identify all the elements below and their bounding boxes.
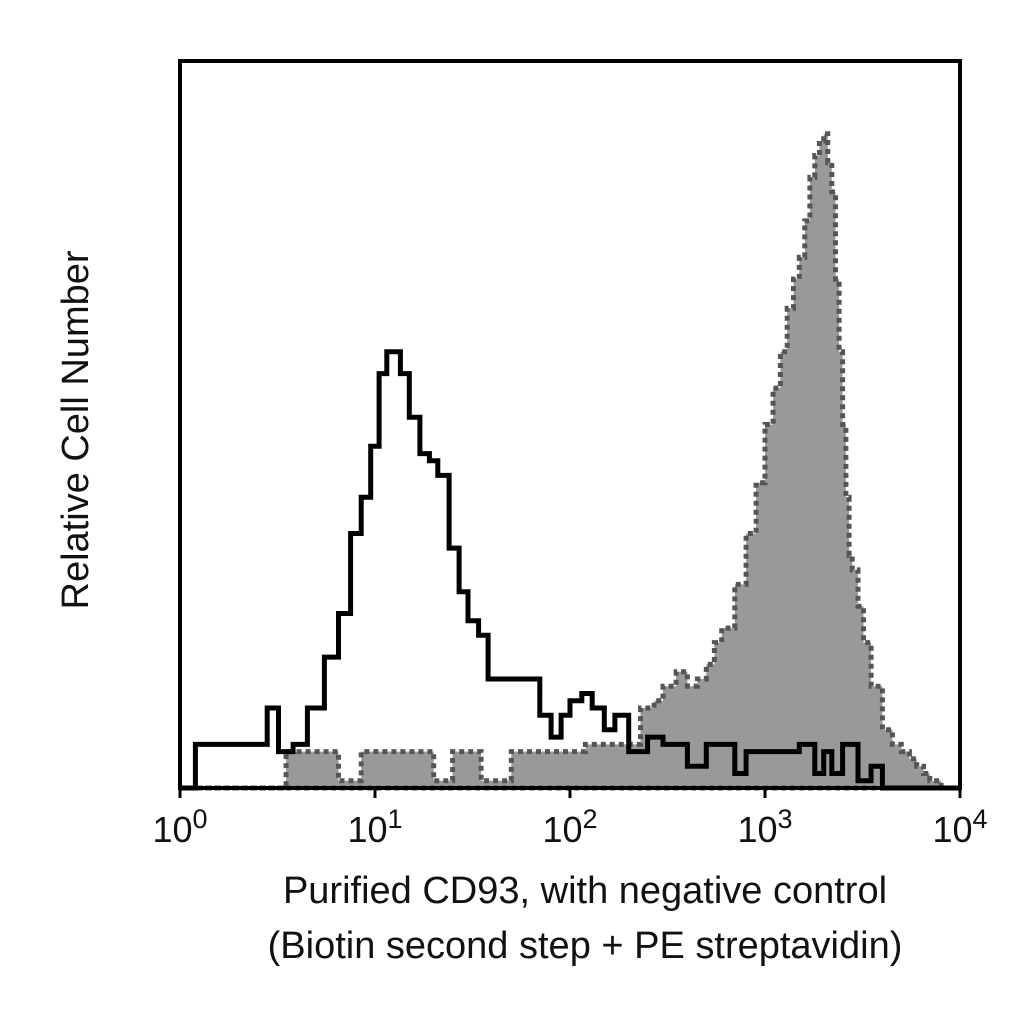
filled-histogram-series: [180, 131, 960, 791]
x-axis-label-line-2: (Biotin second step + PE streptavidin): [268, 925, 903, 967]
x-tick-label: 104: [932, 804, 987, 850]
x-axis-label-line-1: Purified CD93, with negative control: [283, 870, 887, 912]
x-tick-label: 103: [737, 804, 792, 850]
x-tick-label: 101: [347, 804, 402, 850]
series-layer: [180, 131, 960, 791]
outline-histogram-series: [180, 349, 960, 791]
y-axis-label: Relative Cell Number: [55, 250, 97, 609]
x-tick-label: 102: [542, 804, 597, 850]
x-tick-layer: 100 101 102 103 104: [152, 788, 988, 850]
x-tick-label: 100: [152, 804, 207, 850]
